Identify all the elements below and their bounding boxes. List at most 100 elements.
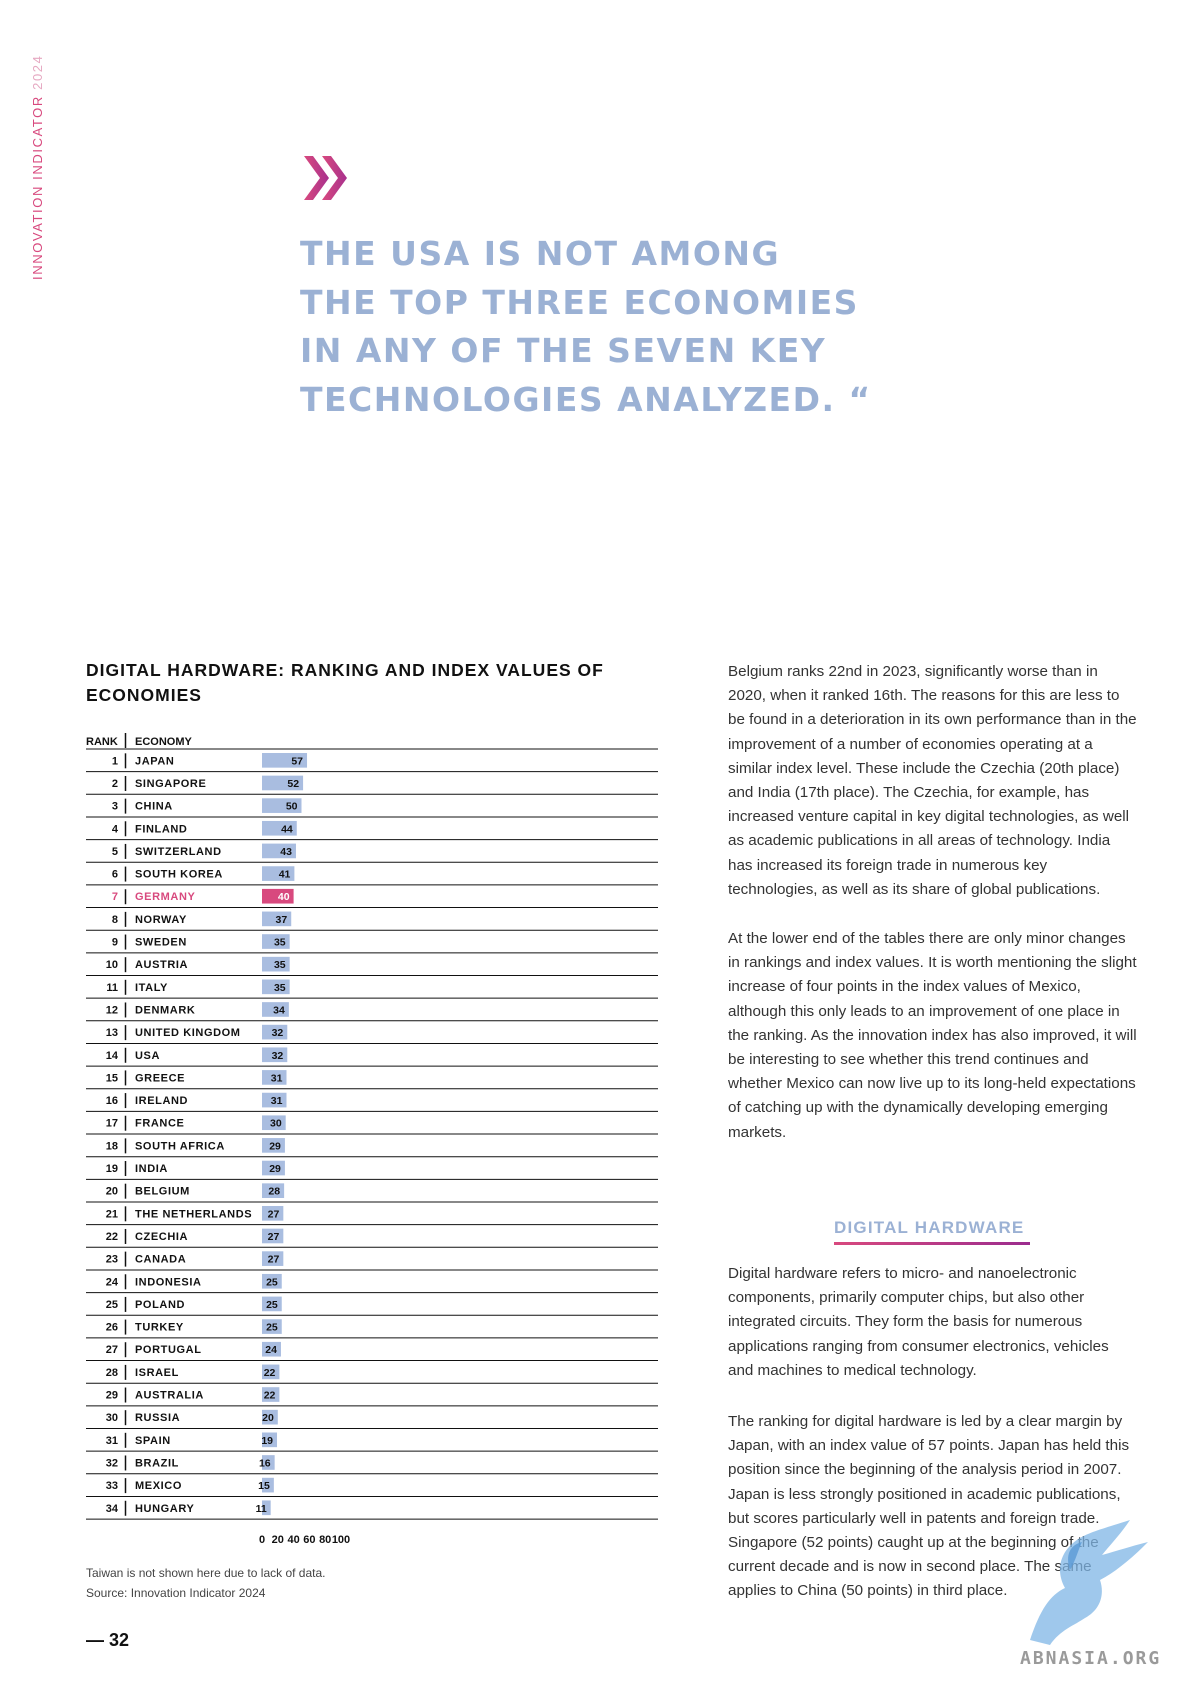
section-heading: DIGITAL HARDWARE	[834, 1218, 1025, 1237]
economy-label: ISRAEL	[135, 1367, 179, 1379]
bar-value-label: 25	[266, 1322, 278, 1334]
pull-quote: THE USA IS NOT AMONG THE TOP THREE ECONO…	[300, 230, 872, 424]
economy-label: SOUTH AFRICA	[135, 1140, 225, 1152]
economy-label: TURKEY	[135, 1322, 184, 1334]
bar	[262, 820, 297, 836]
bar-value-label: 28	[268, 1186, 280, 1198]
bar-value-label: 20	[262, 1412, 274, 1424]
bar	[262, 866, 295, 881]
bar-value-label: 31	[271, 1095, 283, 1107]
rank-label: 17	[106, 1118, 118, 1130]
economy-label: GREECE	[135, 1072, 185, 1084]
bar	[262, 1228, 284, 1244]
economy-label: CANADA	[135, 1254, 186, 1266]
bar	[262, 888, 294, 904]
rank-label: 12	[106, 1004, 118, 1016]
chart-title: DIGITAL HARDWARE: RANKING AND INDEX VALU…	[86, 660, 604, 705]
bar	[262, 1409, 278, 1425]
economy-label: MEXICO	[135, 1480, 182, 1492]
economy-label: HUNGARY	[135, 1503, 194, 1515]
economy-label: PORTUGAL	[135, 1344, 202, 1356]
bar	[262, 1115, 286, 1131]
economy-label: BELGIUM	[135, 1186, 190, 1198]
bar-value-label: 35	[274, 959, 286, 971]
economy-label: DENMARK	[135, 1004, 195, 1016]
quote-line-3: IN ANY OF THE SEVEN KEY	[300, 331, 827, 370]
bar	[262, 753, 308, 768]
rank-label: 4	[112, 823, 119, 835]
rank-label: 8	[112, 914, 118, 926]
paragraph-text: At the lower end of the tables there are…	[728, 930, 1137, 1141]
x-tick-label: 100	[332, 1534, 350, 1546]
economy-label: THE NETHERLANDS	[135, 1208, 252, 1220]
bar	[262, 1183, 285, 1198]
economy-label: RUSSIA	[135, 1412, 180, 1424]
bar-value-label: 22	[264, 1390, 276, 1402]
paragraph-text: Digital hardware refers to micro- and na…	[728, 1265, 1109, 1379]
economy-label: CHINA	[135, 801, 173, 813]
bar-value-label: 24	[265, 1344, 277, 1356]
rank-label: 30	[106, 1412, 118, 1424]
bar-value-label: 25	[266, 1276, 278, 1288]
economy-label: SPAIN	[135, 1435, 171, 1447]
quote-line-2: THE TOP THREE ECONOMIES	[300, 282, 859, 322]
bar-value-label: 27	[268, 1231, 280, 1243]
bar-value-label: 15	[258, 1480, 270, 1492]
economy-label: NORWAY	[135, 914, 187, 926]
bar	[262, 1273, 282, 1289]
bar	[262, 1341, 281, 1357]
bar-value-label: 52	[287, 778, 299, 790]
rank-label: 21	[106, 1208, 118, 1220]
economy-label: UNITED KINGDOM	[135, 1027, 241, 1039]
bar-value-label: 27	[268, 1254, 280, 1266]
economy-label: SINGAPORE	[135, 778, 206, 790]
economy-label: SWEDEN	[135, 937, 187, 949]
quote-line-4: TECHNOLOGIES ANALYZED. “	[300, 379, 872, 419]
rank-label: 7	[112, 891, 118, 903]
bar	[262, 1432, 278, 1448]
economy-label: POLAND	[135, 1299, 185, 1311]
bar-value-label: 32	[272, 1027, 284, 1039]
bar	[262, 1500, 271, 1516]
x-tick-label: 0	[259, 1534, 265, 1546]
rank-label: 27	[106, 1344, 118, 1356]
bar	[262, 1092, 287, 1108]
bar	[262, 1364, 280, 1380]
bar	[262, 1070, 287, 1085]
economy-label: AUSTRALIA	[135, 1390, 204, 1402]
bar	[262, 1024, 288, 1040]
bar	[262, 1477, 274, 1493]
economy-label: FINLAND	[135, 823, 187, 835]
body-paragraph-4: The ranking for digital hardware is led …	[728, 1410, 1138, 1604]
rank-label: 29	[106, 1390, 118, 1402]
x-tick-label: 20	[272, 1534, 284, 1546]
rank-label: 24	[106, 1276, 119, 1288]
economy-label: BRAZIL	[135, 1457, 179, 1469]
bar	[262, 1002, 289, 1017]
rank-label: 23	[106, 1254, 118, 1266]
economy-label: JAPAN	[135, 755, 174, 767]
bar	[262, 979, 290, 995]
bar-value-label: 40	[278, 891, 290, 903]
bar	[262, 1455, 275, 1470]
footnote-source: Source: Innovation Indicator 2024	[86, 1586, 266, 1600]
bar	[262, 775, 304, 791]
body-paragraph-3: Digital hardware refers to micro- and na…	[728, 1262, 1138, 1383]
quote-line-1: THE USA IS NOT AMONG	[300, 234, 781, 273]
economy-label: AUSTRIA	[135, 959, 188, 971]
bar	[262, 798, 302, 813]
rank-label: 3	[112, 801, 118, 813]
economy-column-header: ECONOMY	[135, 736, 193, 748]
rank-label: 11	[106, 982, 118, 994]
bar	[262, 934, 290, 949]
x-tick-label: 80	[319, 1534, 331, 1546]
bar-value-label: 31	[271, 1072, 283, 1084]
economy-label: GERMANY	[135, 891, 195, 903]
rank-label: 19	[106, 1163, 118, 1175]
rank-label: 34	[106, 1503, 119, 1515]
rank-label: 15	[106, 1072, 118, 1084]
bar-value-label: 25	[266, 1299, 278, 1311]
rank-label: 1	[112, 755, 118, 767]
rank-column-header: RANK	[86, 736, 118, 748]
